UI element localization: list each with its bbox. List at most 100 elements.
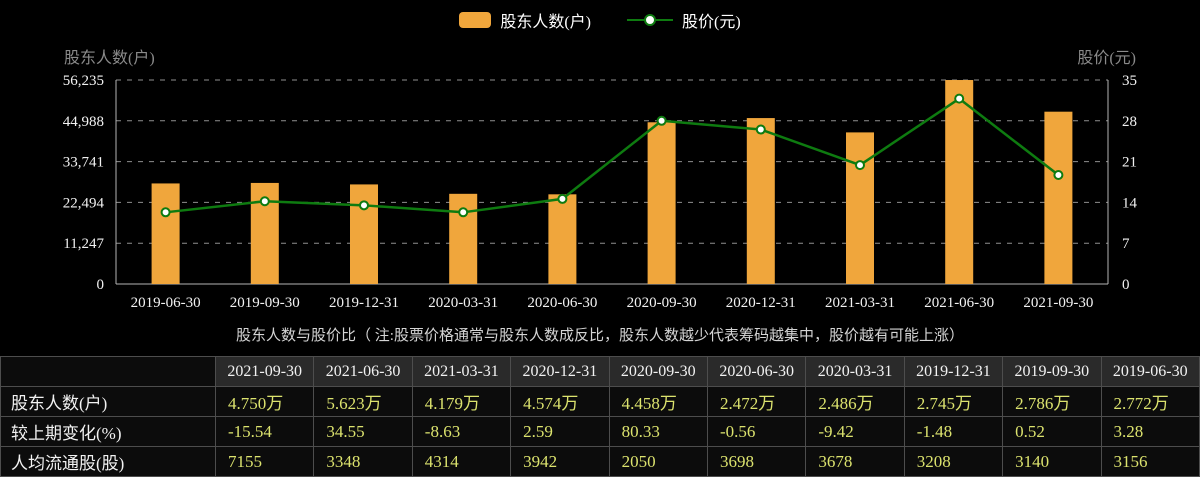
price-point[interactable] — [160, 207, 171, 218]
table-cell-value: 4.574万 — [510, 386, 610, 417]
chart-canvas: 56,235 35 44,988 28 33,741 21 22,494 14 11,247 7 0… — [63, 73, 1138, 311]
table-cell-value: 34.55 — [313, 416, 413, 447]
y-tick-label-left: 44,988 — [63, 114, 104, 130]
y-tick-label-left: 22,494 — [63, 195, 105, 211]
x-tick-label: 2019-12-31 — [329, 295, 399, 311]
table-cell-value: 2.59 — [510, 416, 610, 447]
y-tick-label-right: 28 — [1122, 114, 1137, 130]
bar-holders[interactable] — [647, 122, 676, 284]
table-header-date: 2021-03-31 — [411, 356, 512, 387]
right-axis-title: 股价(元) — [1077, 50, 1136, 67]
y-tick-label-right: 21 — [1122, 155, 1137, 171]
bar-holders[interactable] — [846, 132, 874, 284]
price-point[interactable] — [557, 193, 568, 204]
table-cell-value: 2.472万 — [706, 386, 807, 417]
legend-label-price: 股价(元) — [682, 14, 741, 31]
price-point[interactable] — [458, 207, 469, 218]
price-point[interactable] — [259, 196, 270, 207]
table-header-date: 2019-09-30 — [1002, 356, 1102, 387]
price-point[interactable] — [755, 124, 766, 135]
table-cell-value: -9.42 — [805, 416, 905, 447]
y-tick-label-right: 14 — [1122, 195, 1138, 211]
x-tick-label: 2020-03-31 — [428, 295, 498, 311]
holders-table: 2021-09-30 2021-06-30 2021-03-31 2020-12-31… — [0, 356, 1200, 477]
table-header-date: 2020-09-30 — [608, 356, 708, 387]
table-cell-value: 3208 — [903, 446, 1004, 477]
table-header-date: 2019-12-31 — [903, 356, 1004, 387]
price-point[interactable] — [1053, 170, 1064, 181]
bar-holders[interactable] — [548, 194, 577, 284]
table-header-date: 2021-09-30 — [214, 356, 315, 387]
table-cell-value: 3156 — [1100, 446, 1200, 477]
table-cell-value: 4314 — [411, 446, 512, 477]
table-cell-value: 2.486万 — [805, 386, 905, 417]
table-cell-value: 2.786万 — [1002, 386, 1102, 417]
table-cell-value: 2.745万 — [903, 386, 1004, 417]
chart-caption: 股东人数与股价比（ 注:股票价格通常与股东人数成反比，股东人数越少代表筹码越集中… — [236, 328, 964, 344]
table-corner-cell — [0, 356, 216, 387]
bar-holders[interactable] — [1044, 111, 1073, 285]
table-cell-value: -15.54 — [214, 416, 315, 447]
table-cell-value: 2050 — [608, 446, 708, 477]
table-cell-value: 0.52 — [1002, 416, 1102, 447]
price-line — [165, 97, 1060, 214]
table-cell-value: 5.623万 — [313, 386, 413, 417]
line-marker-icon — [627, 14, 673, 26]
table-cell-value: 3678 — [805, 446, 905, 477]
table-cell-value: 3942 — [510, 446, 610, 477]
x-tick-label: 2021-09-30 — [1023, 295, 1093, 311]
bar-holders[interactable] — [945, 80, 974, 285]
x-tick-label: 2020-06-30 — [527, 295, 597, 311]
x-tick-label: 2019-09-30 — [230, 295, 300, 311]
legend-item-price[interactable]: 股价(元) — [627, 8, 741, 32]
table-cell-value: 3.28 — [1100, 416, 1200, 447]
table-cell-value: 4.750万 — [214, 386, 315, 417]
bar-holders[interactable] — [746, 118, 775, 284]
left-axis-title: 股东人数(户) — [64, 50, 155, 67]
table-cell-value: 3140 — [1002, 446, 1102, 477]
x-tick-label: 2020-09-30 — [627, 295, 697, 311]
table-cell-value: 3348 — [313, 446, 413, 477]
bar-holders[interactable] — [151, 183, 180, 284]
table-header-date: 2020-12-31 — [510, 356, 610, 387]
x-tick-label: 2021-06-30 — [924, 295, 994, 311]
price-point[interactable] — [656, 115, 667, 126]
price-point[interactable] — [855, 160, 865, 171]
y-tick-label-right: 0 — [1122, 277, 1130, 293]
price-point[interactable] — [359, 200, 369, 211]
y-tick-label-right: 7 — [1122, 236, 1130, 252]
table-cell-value: 80.33 — [608, 416, 708, 447]
table-header-date: 2020-03-31 — [805, 356, 905, 387]
table-row-label: 股东人数(户) — [0, 386, 216, 417]
table-cell-value: -1.48 — [903, 416, 1004, 447]
legend-item-holders[interactable]: 股东人数(户) — [459, 8, 591, 32]
table-row: 股东人数(户) 4.750万 5.623万 4.179万 4.574万 4.458万 2.4… — [0, 386, 1200, 417]
bar-holders[interactable] — [350, 184, 378, 284]
y-tick-label-left: 56,235 — [63, 73, 104, 89]
x-tick-label: 2019-06-30 — [131, 295, 201, 311]
table-cell-value: 4.179万 — [411, 386, 512, 417]
table-row: 人均流通股(股) 7155 3348 4314 3942 2050 3698 3678 3208… — [0, 446, 1200, 477]
y-tick-label-right: 35 — [1122, 73, 1137, 89]
table-cell-value: 3698 — [706, 446, 807, 477]
table-header-row: 2021-09-30 2021-06-30 2021-03-31 2020-12-31… — [0, 356, 1200, 387]
table-header-date: 2021-06-30 — [313, 356, 413, 387]
table-header-date: 2019-06-30 — [1100, 356, 1200, 387]
x-tick-label: 2021-03-31 — [825, 295, 895, 311]
table-cell-value: -0.56 — [706, 416, 807, 447]
legend-label-holders: 股东人数(户) — [500, 14, 591, 31]
bar-swatch-icon — [459, 12, 492, 28]
price-point[interactable] — [954, 93, 965, 104]
chart-legend: 股东人数(户) 股价(元) — [0, 8, 1200, 32]
table-cell-value: 4.458万 — [608, 386, 708, 417]
table-row-label: 人均流通股(股) — [0, 446, 216, 477]
table-header-date: 2020-06-30 — [706, 356, 807, 387]
holders-price-chart: 股东人数(户) 股价(元) 股东人数(户) 股价(元) 56,235 35 44,9… — [0, 8, 1200, 311]
table-cell-value: 7155 — [214, 446, 315, 477]
table-row: 较上期变化(%) -15.54 34.55 -8.63 2.59 80.33 -0.56 -9… — [0, 416, 1200, 447]
y-tick-label-left: 33,741 — [63, 155, 104, 171]
table-cell-value: 2.772万 — [1100, 386, 1200, 417]
y-tick-label-left: 0 — [97, 277, 105, 293]
x-tick-label: 2020-12-31 — [726, 295, 796, 311]
table-cell-value: -8.63 — [411, 416, 512, 447]
